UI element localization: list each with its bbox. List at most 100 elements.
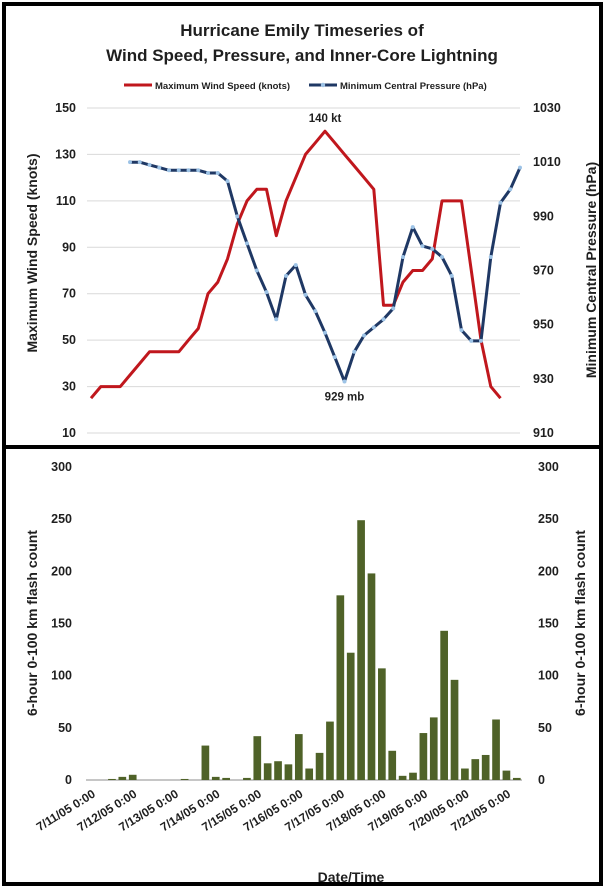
pressure-point <box>167 168 171 173</box>
pressure-point <box>323 330 327 335</box>
y-tick-label: 10 <box>62 426 76 440</box>
flash-count-bar <box>471 759 480 780</box>
y-tick-label: 50 <box>538 721 552 735</box>
pressure-point <box>313 309 318 314</box>
flash-count-bar <box>409 772 417 780</box>
flash-count-bar <box>243 777 251 780</box>
pressure-point <box>449 273 454 278</box>
y-tick-label: 1030 <box>533 101 561 115</box>
left-y-ticks: 10 30 50 70 90 110 130 150 <box>55 101 76 440</box>
y-tick-label: 90 <box>62 240 76 254</box>
flash-count-bar <box>357 520 365 780</box>
flash-count-bar <box>450 679 459 780</box>
top-gridlines <box>87 107 520 434</box>
y-tick-label: 250 <box>538 512 559 526</box>
y-tick-label: 910 <box>533 426 554 440</box>
flash-count-bar <box>419 733 428 780</box>
flash-count-bar <box>128 774 137 780</box>
pressure-point <box>332 355 337 360</box>
flash-count-bar <box>118 776 127 780</box>
flash-count-bar <box>108 778 116 780</box>
x-axis-label: Date/Time <box>318 869 385 885</box>
flash-count-bar <box>512 777 521 780</box>
pressure-point <box>479 338 483 343</box>
flash-count-bar <box>388 750 397 780</box>
flash-count-bar <box>315 752 324 780</box>
pressure-point <box>352 349 357 354</box>
pressure-point <box>254 268 259 273</box>
right-y-axis-label: Minimum Central Pressure (hPa) <box>583 162 599 378</box>
bottom-y-ticks-right: 0 50 100 150 200 250 300 <box>538 460 559 787</box>
wind-speed-series <box>89 129 502 400</box>
pressure-point <box>176 168 181 173</box>
flash-count-bar <box>502 770 511 780</box>
flash-count-bar <box>294 734 303 780</box>
flash-count-bar <box>263 763 272 780</box>
bottom-y-ticks-left: 0 50 100 150 200 250 300 <box>51 460 72 787</box>
flash-count-bar <box>461 768 469 780</box>
pressure-point <box>274 317 279 322</box>
pressure-point <box>401 254 405 259</box>
flash-count-bar <box>326 721 334 780</box>
pressure-point <box>245 241 249 246</box>
pressure-series <box>128 160 522 384</box>
annotations: 140 kt 929 mb <box>309 113 365 403</box>
pressure-point <box>362 333 366 338</box>
y-tick-label: 990 <box>533 209 554 223</box>
pressure-point <box>518 165 522 170</box>
y-tick-label: 30 <box>62 380 76 394</box>
flash-count-bars <box>108 520 521 780</box>
pressure-point <box>430 246 435 251</box>
flash-count-bar <box>398 775 407 780</box>
pressure-point <box>342 379 347 384</box>
pressure-point <box>137 160 142 165</box>
chart-title-line1: Hurricane Emily Timeseries of <box>180 21 424 40</box>
pressure-point <box>235 214 240 219</box>
y-tick-label: 950 <box>533 318 554 332</box>
pressure-point <box>264 290 269 295</box>
y-tick-label: 150 <box>538 617 559 631</box>
pressure-point <box>420 244 425 249</box>
bottom-panel-frame <box>2 445 603 886</box>
pressure-point <box>293 263 298 268</box>
legend-label-wind: Maximum Wind Speed (knots) <box>155 81 290 92</box>
y-tick-label: 50 <box>58 721 72 735</box>
bottom-left-y-axis-label: 6-hour 0-100 km flash count <box>24 530 40 716</box>
flash-count-bar <box>492 719 500 780</box>
flash-count-bar <box>180 778 189 780</box>
flash-count-bar <box>481 754 490 780</box>
y-tick-label: 150 <box>55 101 76 115</box>
y-tick-label: 100 <box>538 669 559 683</box>
pressure-point <box>440 254 444 259</box>
flash-count-bar <box>336 595 345 780</box>
annotation-label: 140 kt <box>309 113 342 125</box>
y-tick-label: 250 <box>51 512 72 526</box>
pressure-point <box>508 187 513 192</box>
flash-count-bar <box>222 777 230 780</box>
flash-count-bar <box>284 764 293 780</box>
flash-count-bar <box>211 776 220 780</box>
right-y-ticks: 910 930 950 970 990 1010 1030 <box>533 101 561 440</box>
bottom-right-y-axis-label: 6-hour 0-100 km flash count <box>572 530 588 716</box>
pressure-point <box>303 292 308 297</box>
flash-count-bar <box>274 761 282 780</box>
flash-count-bar <box>346 652 355 780</box>
y-tick-label: 200 <box>51 564 72 578</box>
flash-count-bar <box>253 736 262 780</box>
chart-title-line2: Wind Speed, Pressure, and Inner-Core Lig… <box>106 46 498 65</box>
y-tick-label: 50 <box>62 333 76 347</box>
top-panel-frame <box>2 2 603 449</box>
flash-count-bar <box>367 573 376 780</box>
flash-count-bar <box>440 630 448 780</box>
flash-count-bar <box>378 668 386 780</box>
pressure-point <box>459 328 464 333</box>
pressure-point <box>128 160 132 165</box>
pressure-point <box>206 171 210 175</box>
y-tick-label: 930 <box>533 372 554 386</box>
y-tick-label: 970 <box>533 264 554 278</box>
y-tick-label: 200 <box>538 564 559 578</box>
annotation-label: 929 mb <box>325 392 365 404</box>
pressure-point <box>488 254 493 259</box>
pressure-point <box>469 338 474 343</box>
